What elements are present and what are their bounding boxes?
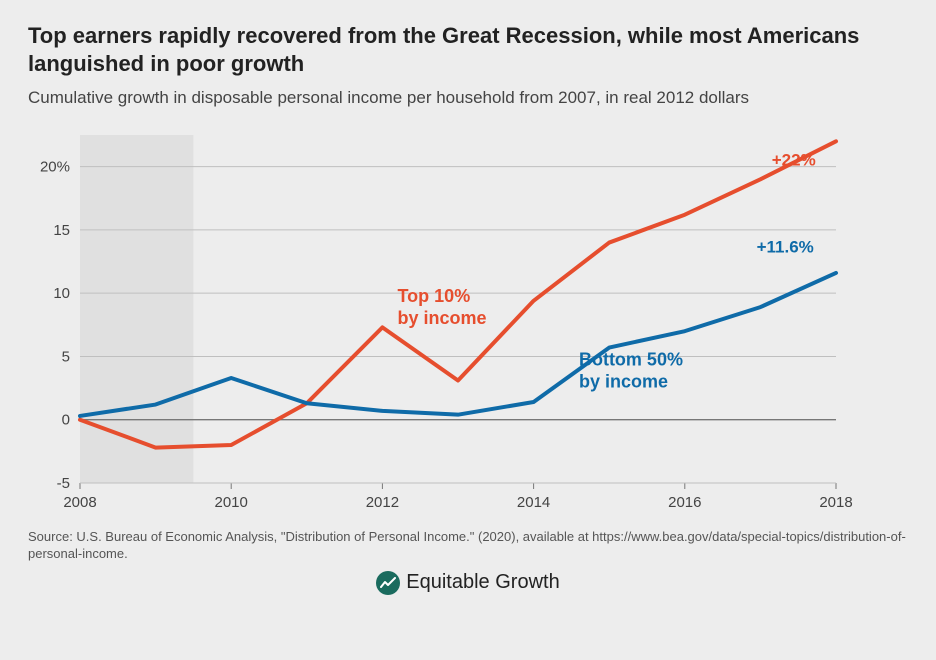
x-tick-label: 2008	[63, 494, 96, 511]
y-tick-label: -5	[57, 475, 70, 492]
series-label-bottom50: by income	[579, 371, 668, 391]
y-tick-label: 0	[62, 412, 70, 429]
y-tick-label: 20%	[40, 159, 70, 176]
brand-icon	[376, 571, 400, 595]
line-chart: -5 0 5 10 15 20% 2008 2010 2012 2014 2016 2018 Top 1…	[28, 117, 908, 517]
series-label-top10: by income	[398, 308, 487, 328]
series-label-top10: Top 10%	[398, 286, 471, 306]
source-text: Source: U.S. Bureau of Economic Analysis…	[28, 529, 908, 563]
y-tick-label: 15	[53, 222, 70, 239]
x-tick-label: 2014	[517, 494, 550, 511]
y-tick-label: 10	[53, 285, 70, 302]
y-tick-label: 5	[62, 349, 70, 366]
x-axis: 2008 2010 2012 2014 2016 2018	[63, 483, 852, 511]
end-label-bottom50: +11.6%	[757, 238, 814, 257]
chart-card: Top earners rapidly recovered from the G…	[0, 0, 936, 660]
brand-label: Equitable Growth	[406, 571, 559, 594]
x-tick-label: 2016	[668, 494, 701, 511]
chart-title: Top earners rapidly recovered from the G…	[28, 22, 908, 77]
x-tick-label: 2012	[366, 494, 399, 511]
x-tick-label: 2018	[819, 494, 852, 511]
series-label-bottom50: Bottom 50%	[579, 349, 683, 369]
x-tick-label: 2010	[215, 494, 248, 511]
chart-subtitle: Cumulative growth in disposable personal…	[28, 87, 908, 109]
brand-footer: Equitable Growth	[28, 571, 908, 595]
recession-band	[80, 135, 193, 483]
end-label-top10: +22%	[772, 150, 816, 169]
chart-svg: -5 0 5 10 15 20% 2008 2010 2012 2014 2016 2018 Top 1…	[28, 117, 908, 517]
